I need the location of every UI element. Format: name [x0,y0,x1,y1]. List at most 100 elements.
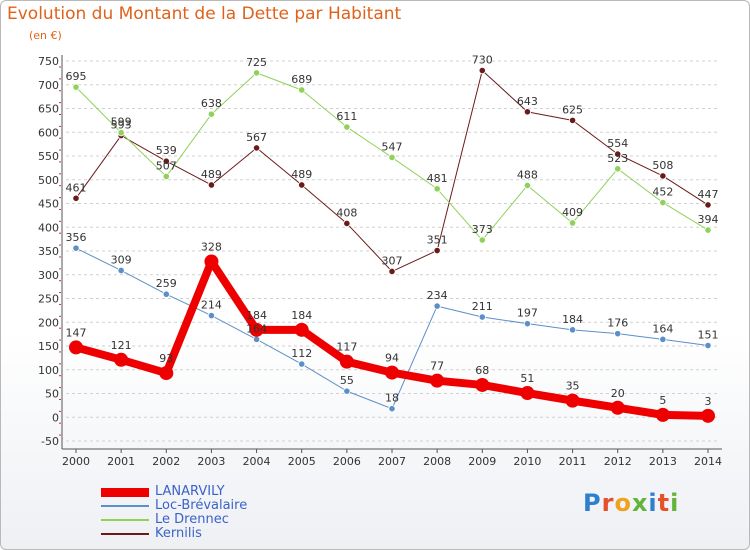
x-tick-label: 2009 [468,455,496,468]
data-point [523,320,532,328]
data-label: 112 [291,347,312,360]
y-tick-label: 150 [38,340,59,353]
data-label: 211 [472,300,493,313]
data-label: 214 [201,299,222,312]
data-point [614,165,622,173]
data-point [343,123,351,131]
y-tick-label: 450 [38,198,59,211]
data-point [433,246,441,255]
data-label: 408 [336,206,357,219]
data-point [117,266,125,275]
data-label: 184 [562,313,583,326]
data-point [478,66,486,75]
y-tick-label: 250 [38,293,59,306]
data-point [701,408,715,423]
data-point [478,313,486,321]
x-tick-label: 2005 [288,455,316,468]
data-point [659,198,667,207]
data-label: 94 [385,352,399,365]
data-point [252,69,261,77]
data-label: 638 [201,97,222,110]
x-tick-label: 2010 [513,455,541,468]
legend-swatch [101,505,149,507]
data-label: 164 [652,322,673,335]
data-label: 625 [562,103,583,116]
data-label: 643 [517,95,538,108]
data-point [475,377,490,392]
data-label: 554 [607,137,628,150]
data-label: 51 [520,372,534,385]
data-point [388,267,396,276]
y-tick-label: 600 [38,126,59,139]
y-tick-label: 550 [38,150,59,163]
x-tick-label: 2001 [107,455,135,468]
data-point [568,116,577,124]
legend-swatch [101,519,149,521]
logo-letter: P [583,489,602,517]
y-tick-label: 50 [45,388,59,401]
x-tick-label: 2006 [333,455,361,468]
data-point [659,335,667,343]
data-point [704,201,712,209]
data-label: 356 [66,231,87,244]
data-label: 452 [652,186,673,199]
data-point [614,150,622,158]
data-label: 35 [566,380,580,393]
data-label: 461 [66,181,87,194]
data-label: 3 [705,395,712,408]
data-label: 507 [156,159,177,172]
data-label: 489 [291,168,312,181]
data-point [72,194,80,202]
data-point [610,400,625,415]
logo-letter: t [657,489,671,517]
data-label: 151 [698,329,719,342]
chart-unit: (en €) [29,29,62,42]
data-label: 93 [159,352,173,365]
data-point [478,236,486,244]
data-label: 593 [111,119,132,132]
data-point [207,110,216,118]
chart-title: Evolution du Montant de la Dette par Hab… [7,4,402,24]
data-point [659,172,667,180]
y-tick-label: 300 [38,269,59,282]
data-point [388,405,396,413]
data-point [523,108,532,116]
x-tick-label: 2011 [559,455,587,468]
logo-letter: o [614,489,632,517]
data-label: 567 [246,131,267,144]
data-point [252,335,261,343]
data-label: 488 [517,168,538,181]
data-label: 481 [427,172,448,185]
logo-letter: r [601,489,615,517]
x-tick-label: 2004 [243,455,271,468]
y-tick-label: 400 [38,221,59,234]
data-label: 117 [336,341,357,354]
data-label: 508 [652,159,673,172]
data-label: 184 [291,309,312,322]
logo-letter: x [631,489,649,517]
y-tick-label: 350 [38,245,59,258]
x-tick-label: 2002 [152,455,180,468]
data-label: 695 [66,70,87,83]
proxiti-logo[interactable]: Proxiti [583,489,679,517]
legend-label: LANARVILY [155,484,225,499]
data-point [162,157,170,165]
data-point [204,254,219,269]
x-tick-label: 2012 [604,455,632,468]
data-point [114,352,129,367]
data-point [433,185,441,193]
logo-letter: i [670,489,680,517]
legend-swatch [101,487,149,497]
data-label: 309 [111,253,132,266]
data-label: 394 [698,213,719,226]
data-label: 725 [246,56,267,69]
data-point [343,219,351,228]
grid-lines [66,60,718,442]
y-tick-label: 0 [52,411,59,424]
data-label: 20 [611,387,625,400]
value-labels: 4615935394895674894083073517306436255545… [66,54,719,408]
data-label: 5 [659,394,666,407]
logo-letter: i [648,489,658,517]
data-point [207,181,216,189]
